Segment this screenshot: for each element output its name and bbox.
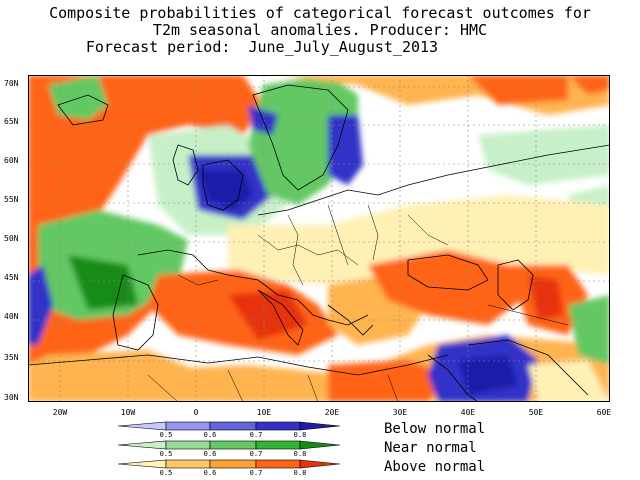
- legend-below-label: Below normal: [384, 421, 486, 437]
- legend-near-segment: [299, 440, 341, 450]
- lon-label-20e: 20E: [324, 408, 340, 417]
- map-frame: [28, 75, 610, 402]
- lon-label-10e: 10E: [256, 408, 272, 417]
- legend-above-segment: [165, 459, 211, 469]
- legend-below-segment: [165, 421, 211, 431]
- legend-near-label: Near normal: [384, 440, 477, 456]
- lat-label-40n: 40N: [4, 312, 19, 321]
- lon-label-0: 0: [193, 408, 199, 417]
- legend-below-tick: 0.5: [160, 431, 173, 439]
- lon-label-20w: 20W: [52, 408, 68, 417]
- lat-label-45n: 45N: [4, 273, 19, 282]
- legend-above-tick: 0.5: [160, 469, 173, 476]
- title-line-2: T2m seasonal anomalies. Producer: HMC: [152, 21, 488, 39]
- legend-above-tick: 0.8: [294, 469, 307, 476]
- lon-label-60e: 60E: [596, 408, 612, 417]
- legend-near-tick: 0.8: [294, 450, 307, 458]
- lon-label-30e: 30E: [392, 408, 408, 417]
- legend-below-tick: 0.7: [250, 431, 263, 439]
- legend-above-tick: 0.6: [204, 469, 217, 476]
- legend-below-segment: [299, 421, 341, 431]
- lat-label-35n: 35N: [4, 353, 19, 362]
- title-line-3: Forecast period: June_July_August_2013: [85, 38, 439, 56]
- legend-above-tick: 0.7: [250, 469, 263, 476]
- probability-map: [28, 75, 610, 402]
- lon-label-40e: 40E: [460, 408, 476, 417]
- legend-colorbars: 0.5 0.6 0.7 0.8 0.5 0.6 0.7 0.8 0.5 0.6 0.7 0.8: [117, 421, 341, 476]
- coastlines: [28, 84, 610, 402]
- lat-label-70n: 70N: [4, 79, 19, 88]
- legend-below-bar: 0.5 0.6 0.7 0.8: [117, 421, 341, 439]
- legend-below-segment: [255, 421, 301, 431]
- legend-near-segment: [117, 440, 167, 450]
- graticule: [28, 75, 610, 402]
- lat-label-60n: 60N: [4, 156, 19, 165]
- legend-below-tick: 0.6: [204, 431, 217, 439]
- legend-near-segment: [165, 440, 211, 450]
- legend-near-segment: [255, 440, 301, 450]
- legend-near-tick: 0.6: [204, 450, 217, 458]
- legend-below-segment: [117, 421, 167, 431]
- lat-label-65n: 65N: [4, 117, 19, 126]
- legend-below-segment: [209, 421, 257, 431]
- legend-near-segment: [209, 440, 257, 450]
- lon-label-10w: 10W: [120, 408, 136, 417]
- legend-near-tick: 0.5: [160, 450, 173, 458]
- legend-above-segment: [255, 459, 301, 469]
- legend-near-bar: 0.5 0.6 0.7 0.8: [117, 440, 341, 458]
- legend-above-label: Above normal: [384, 459, 486, 475]
- legend-above-segment: [117, 459, 167, 469]
- lat-label-30n: 30N: [4, 393, 19, 402]
- legend-above-segment: [299, 459, 341, 469]
- title-line-1: Composite probabilities of categorical f…: [49, 4, 591, 22]
- legend-near-tick: 0.7: [250, 450, 263, 458]
- probability-shading: [28, 75, 610, 402]
- lon-label-50e: 50E: [528, 408, 544, 417]
- legend-above-segment: [209, 459, 257, 469]
- lat-label-55n: 55N: [4, 195, 19, 204]
- legend-above-bar: 0.5 0.6 0.7 0.8: [117, 459, 341, 476]
- legend-below-tick: 0.8: [294, 431, 307, 439]
- country-borders: [147, 204, 569, 402]
- lat-label-50n: 50N: [4, 234, 19, 243]
